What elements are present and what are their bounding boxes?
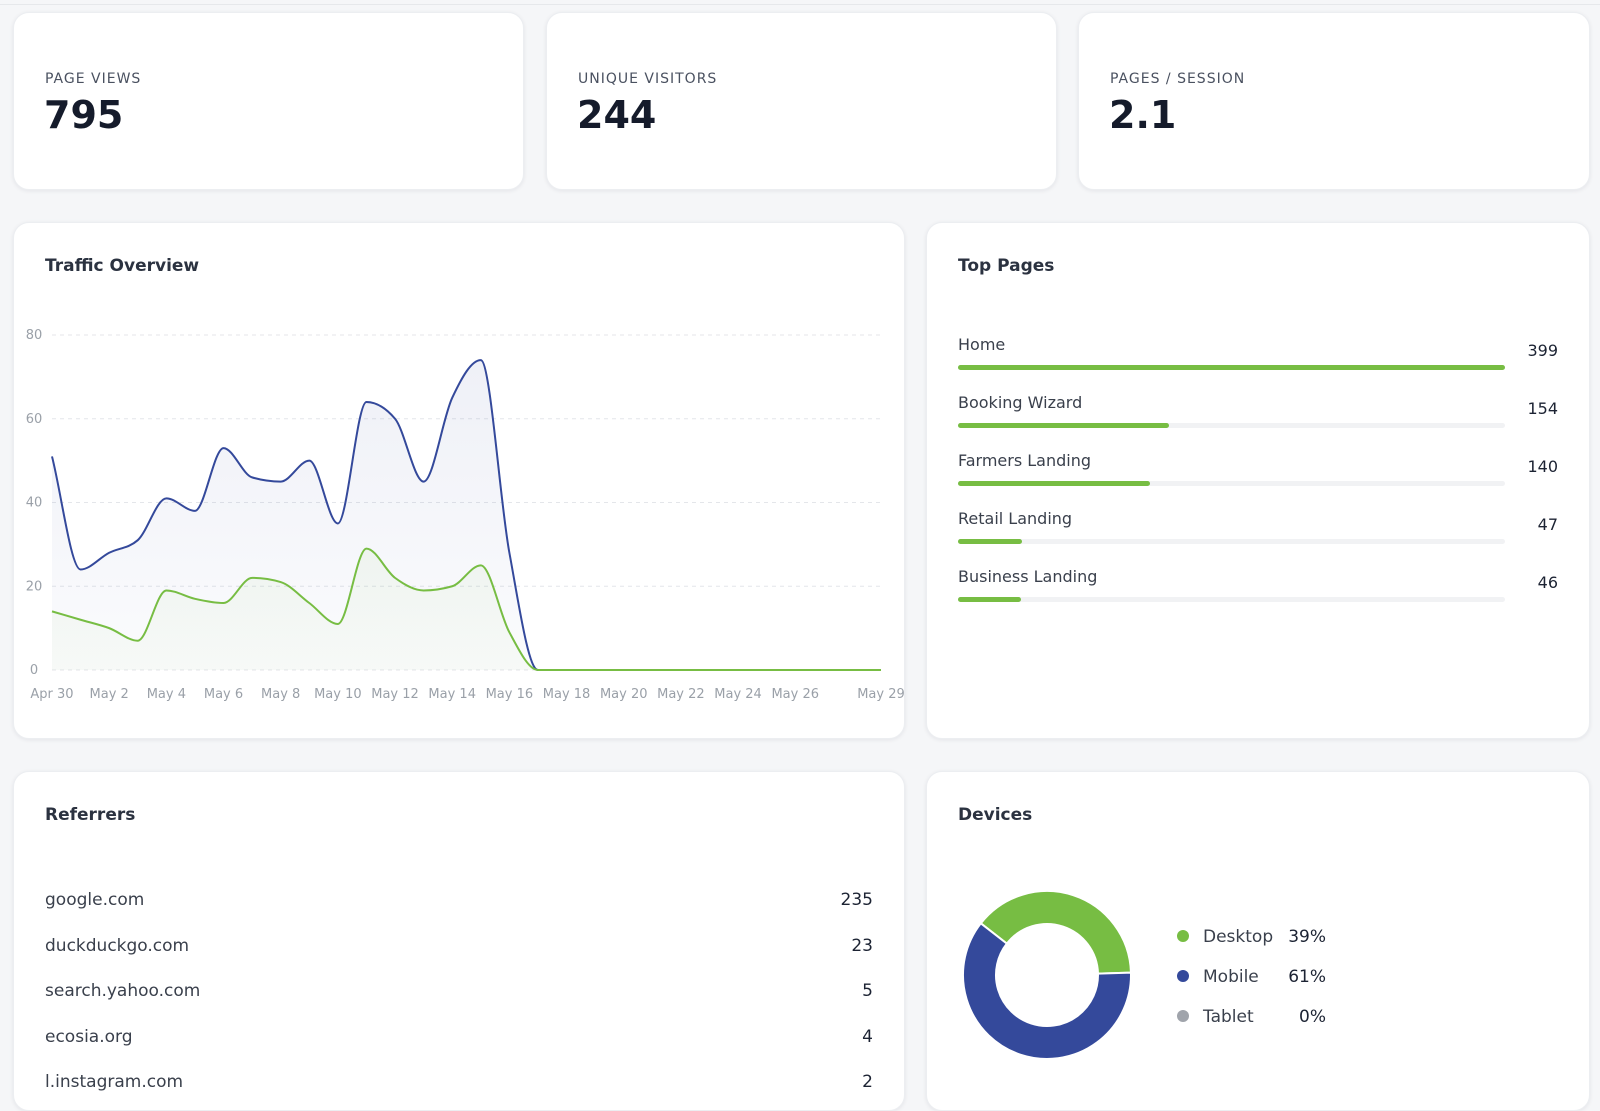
referrer-count: 2 [862,1072,873,1092]
page-label: Farmers Landing [958,451,1092,470]
stat-value: 795 [44,93,124,137]
top-pages-card: Top Pages Home 399 Booking Wizard 154 Farmer… [926,222,1590,739]
line-series [51,547,881,671]
page-label: Business Landing [958,567,1098,586]
x-tick-label: May 10 [314,687,362,702]
page-label: Home [958,335,1006,354]
x-tick-label: Apr 30 [30,687,73,702]
x-tick-label: May 14 [428,687,476,702]
legend-value: 0% [1299,1007,1326,1027]
legend-dot [1177,1010,1189,1022]
top-strip [0,0,1600,5]
referrer-label: ecosia.org [45,1026,133,1047]
bar-track [958,365,1505,370]
bar [958,481,1150,486]
stat-value: 244 [577,93,657,137]
referrer-count: 4 [862,1026,873,1047]
legend-label: Tablet [1202,1007,1254,1027]
card-title: Devices [958,805,1033,825]
referrer-label: search.yahoo.com [45,981,201,1001]
card-title: Referrers [45,805,136,825]
bar-track [958,423,1505,428]
donut-chart: Desktop 39% Mobile 61% Tablet 0% [962,890,1326,1060]
donut-segment [962,921,1132,1060]
referrer-count: 23 [851,935,873,956]
x-tick-label: May 8 [261,687,300,702]
x-tick-label: May 4 [147,687,186,702]
x-tick-label: May 12 [371,687,419,702]
card-title: Traffic Overview [45,256,200,276]
page-count: 399 [1527,341,1558,360]
x-tick-label: May 6 [204,687,243,702]
y-tick-label: 0 [30,663,38,678]
legend-value: 39% [1288,927,1326,947]
referrer-label: google.com [45,890,145,910]
referrers-card: Referrers google.com 235 duckduckgo.com 23 s… [13,771,905,1111]
devices-card: Devices Desktop 39% Mobile 61% Tablet 0% [926,771,1590,1111]
x-tick-label: May 24 [714,687,762,702]
x-tick-label: May 26 [771,687,819,702]
page-count: 46 [1537,573,1558,592]
bar-track [958,481,1505,486]
stat-label: PAGE VIEWS [45,71,142,87]
referrer-count: 5 [862,981,873,1001]
referrer-label: l.instagram.com [45,1072,184,1092]
stat-card: PAGE VIEWS 795 [13,12,524,190]
stat-card: PAGES / SESSION 2.1 [1078,12,1590,190]
bar-track [958,539,1505,544]
page-label: Booking Wizard [958,393,1083,412]
referrer-label: duckduckgo.com [45,935,190,956]
legend-label: Mobile [1203,967,1259,987]
page-count: 154 [1527,399,1558,418]
x-tick-label: May 20 [600,687,648,702]
traffic-card: Traffic Overview 0 20 40 60 80 Apr 30 May 2 May… [13,222,905,739]
y-tick-label: 20 [26,579,43,594]
bar [958,423,1170,428]
bar-track [958,597,1505,602]
x-tick-label: May 18 [543,687,591,702]
stat-label: UNIQUE VISITORS [578,71,718,87]
page-count: 47 [1537,515,1558,534]
bar [958,597,1022,602]
card-title: Top Pages [958,256,1055,276]
bar [958,539,1023,544]
bar [958,365,1505,370]
x-tick-label: May 16 [486,687,534,702]
stat-value: 2.1 [1109,93,1177,137]
legend-dot [1177,970,1189,982]
referrer-count: 235 [840,890,873,910]
y-tick-label: 80 [26,328,43,343]
stat-card: UNIQUE VISITORS 244 [546,12,1057,190]
stat-label: PAGES / SESSION [1110,71,1246,87]
legend-dot [1177,930,1189,942]
legend-label: Desktop [1203,927,1273,947]
page-count: 140 [1527,457,1558,476]
legend-value: 61% [1288,967,1326,987]
line-chart: 0 20 40 60 80 Apr 30 May 2 May 4 May 6 May 8 May 1… [26,328,905,702]
y-tick-label: 60 [26,412,43,427]
donut-segment [979,890,1132,975]
x-tick-label: May 2 [90,687,129,702]
y-tick-label: 40 [26,496,43,511]
x-tick-label: May 29 [857,687,905,702]
x-tick-label: May 22 [657,687,705,702]
page-label: Retail Landing [958,509,1073,528]
